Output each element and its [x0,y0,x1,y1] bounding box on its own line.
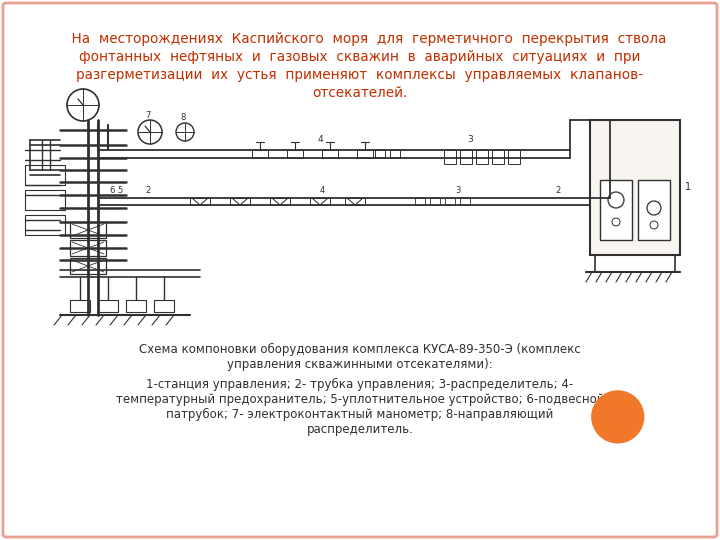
Text: На  месторождениях  Каспийского  моря  для  герметичного  перекрытия  ствола: На месторождениях Каспийского моря для г… [54,32,666,46]
Bar [460,150,472,164]
Bar [70,300,90,312]
Text: фонтанных  нефтяных  и  газовых  скважин  в  аварийных  ситуациях  и  при: фонтанных нефтяных и газовых скважин в а… [79,50,641,64]
Text: температурный предохранитель; 5-уплотнительное устройство; 6-подвесной: температурный предохранитель; 5-уплотнит… [116,393,604,406]
Bar [415,198,425,205]
Bar [25,215,65,235]
Bar [230,198,250,205]
Circle shape [647,201,661,215]
Bar [70,240,106,256]
Bar [345,198,365,205]
Circle shape [138,120,162,144]
Text: патрубок; 7- электроконтактный манометр; 8-направляющий: патрубок; 7- электроконтактный манометр;… [166,408,554,421]
Text: распределитель.: распределитель. [307,423,413,436]
Bar [444,150,456,164]
Text: 7: 7 [145,111,150,120]
Bar [310,198,330,205]
Text: разгерметизации  их  устья  применяют  комплексы  управляемых  клапанов-: разгерметизации их устья применяют компл… [76,68,644,82]
Circle shape [592,391,644,443]
Bar [492,150,504,164]
Bar [445,198,455,205]
Circle shape [608,192,624,208]
Bar [154,300,174,312]
FancyBboxPatch shape [3,3,717,537]
Bar [25,165,65,185]
Bar [70,222,106,238]
Text: 4: 4 [320,186,325,195]
Bar [25,190,65,210]
Bar [375,150,385,158]
Text: 1: 1 [685,182,691,192]
Bar [357,150,373,158]
Circle shape [67,89,99,121]
Bar [98,300,118,312]
Bar [322,150,338,158]
Text: 2: 2 [555,186,560,195]
Text: управления скважинными отсекателями):: управления скважинными отсекателями): [227,358,493,371]
Bar [460,198,470,205]
Bar [430,198,440,205]
Bar [590,120,680,255]
Text: Схема компоновки оборудования комплекса КУСА-89-350-Э (комплекс: Схема компоновки оборудования комплекса … [139,343,581,356]
Bar [126,300,146,312]
Bar [287,150,303,158]
Text: 1-станция управления; 2- трубка управления; 3-распределитель; 4-: 1-станция управления; 2- трубка управлен… [146,378,574,391]
Text: 2: 2 [145,186,150,195]
Text: отсекателей.: отсекателей. [312,86,408,100]
Circle shape [176,123,194,141]
Text: 6 5: 6 5 [110,186,123,195]
Bar [508,150,520,164]
Text: 4: 4 [318,135,323,144]
Bar [638,180,670,240]
Bar [70,258,106,274]
Text: 3: 3 [455,186,460,195]
Bar [270,198,290,205]
Bar [600,180,632,240]
Text: 3: 3 [467,135,473,144]
Bar [252,150,268,158]
Bar [190,198,210,205]
Bar [390,150,400,158]
Bar [476,150,488,164]
Text: 8: 8 [180,113,186,122]
